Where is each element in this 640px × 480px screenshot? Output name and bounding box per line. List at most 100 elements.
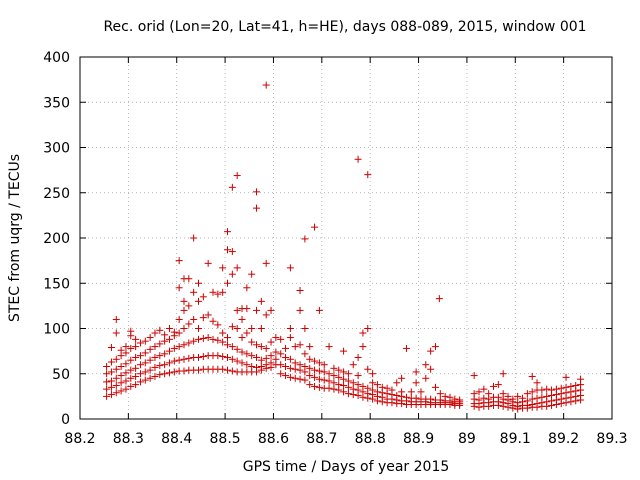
data-point bbox=[248, 363, 256, 371]
data-point bbox=[325, 343, 333, 351]
data-point bbox=[156, 326, 164, 334]
data-point bbox=[330, 372, 338, 380]
data-point bbox=[117, 363, 125, 371]
data-point bbox=[572, 382, 580, 390]
data-point bbox=[378, 383, 386, 391]
data-point bbox=[301, 350, 309, 358]
data-point bbox=[161, 361, 169, 369]
data-point bbox=[103, 385, 111, 393]
y-tick-label: 250 bbox=[43, 186, 70, 202]
data-point bbox=[528, 372, 536, 380]
data-point bbox=[286, 325, 294, 332]
chart-title: Rec. orid (Lon=20, Lat=41, h=HE), days 0… bbox=[103, 19, 586, 35]
data-point bbox=[141, 337, 149, 345]
data-point bbox=[112, 365, 120, 373]
data-point bbox=[103, 370, 111, 378]
data-point bbox=[180, 355, 188, 363]
data-point bbox=[219, 288, 227, 296]
data-point bbox=[219, 365, 227, 373]
data-point bbox=[161, 331, 169, 339]
data-point bbox=[214, 352, 222, 360]
data-point bbox=[228, 343, 236, 351]
data-point bbox=[180, 325, 188, 332]
data-point bbox=[156, 362, 164, 370]
data-point bbox=[107, 358, 115, 366]
data-point bbox=[325, 370, 333, 378]
data-point bbox=[320, 376, 328, 384]
data-point bbox=[122, 360, 130, 368]
data-point bbox=[427, 347, 435, 355]
data-point bbox=[141, 359, 149, 367]
data-point bbox=[320, 361, 328, 369]
data-point bbox=[431, 383, 439, 391]
y-tick-label: 300 bbox=[43, 141, 70, 157]
data-point bbox=[456, 396, 464, 404]
data-point bbox=[194, 353, 202, 361]
data-point bbox=[291, 343, 299, 351]
data-point bbox=[146, 374, 154, 382]
data-point bbox=[373, 381, 381, 389]
data-point bbox=[141, 368, 149, 376]
data-point bbox=[257, 325, 265, 332]
data-point bbox=[262, 81, 270, 89]
data-point bbox=[296, 286, 304, 294]
data-point bbox=[224, 366, 232, 374]
data-point bbox=[344, 383, 352, 391]
data-point bbox=[214, 290, 222, 298]
data-point bbox=[136, 378, 144, 386]
data-point bbox=[156, 352, 164, 360]
data-point bbox=[190, 337, 198, 345]
x-tick-label: 88.9 bbox=[403, 431, 434, 447]
data-point bbox=[233, 306, 241, 314]
grid-lines bbox=[80, 57, 612, 419]
data-point bbox=[122, 377, 130, 385]
x-tick-labels: 88.2 88.3 88.4 88.5 88.6 88.7 88.8 88.9 89 89.1 89… bbox=[64, 431, 627, 447]
x-tick-label: 88.6 bbox=[258, 431, 289, 447]
data-point bbox=[499, 390, 507, 398]
data-point bbox=[441, 392, 449, 400]
data-point bbox=[117, 346, 125, 354]
data-point bbox=[194, 297, 202, 305]
data-point bbox=[311, 382, 319, 390]
data-point bbox=[562, 373, 570, 381]
data-point bbox=[233, 325, 241, 332]
plot-frame bbox=[79, 56, 613, 420]
data-point bbox=[277, 361, 285, 369]
data-point bbox=[175, 284, 183, 292]
data-point bbox=[127, 327, 135, 335]
data-point bbox=[349, 361, 357, 369]
data-point bbox=[364, 171, 372, 179]
data-point bbox=[156, 371, 164, 379]
data-point bbox=[435, 295, 443, 303]
data-point bbox=[340, 368, 348, 376]
data-point bbox=[402, 344, 410, 352]
data-point bbox=[533, 379, 541, 387]
data-point bbox=[354, 353, 362, 361]
data-point bbox=[272, 348, 280, 356]
data-point bbox=[224, 353, 232, 361]
data-point bbox=[107, 383, 115, 391]
data-point bbox=[291, 374, 299, 382]
data-point bbox=[204, 311, 212, 319]
data-point bbox=[306, 372, 314, 380]
data-point bbox=[243, 305, 251, 313]
data-point bbox=[262, 311, 270, 319]
data-point bbox=[122, 369, 130, 377]
data-point bbox=[107, 368, 115, 376]
data-point bbox=[567, 382, 575, 390]
data-point bbox=[344, 390, 352, 398]
data-point bbox=[262, 344, 270, 352]
data-point bbox=[364, 325, 372, 332]
data-point bbox=[286, 355, 294, 363]
data-point bbox=[243, 361, 251, 369]
data-point bbox=[253, 188, 261, 196]
data-point bbox=[180, 306, 188, 314]
data-point bbox=[243, 329, 251, 337]
data-point bbox=[141, 349, 149, 357]
data-point bbox=[194, 366, 202, 374]
data-point bbox=[272, 334, 280, 342]
data-point bbox=[224, 246, 232, 254]
data-point bbox=[228, 367, 236, 375]
data-point bbox=[291, 359, 299, 367]
data-point bbox=[359, 329, 367, 337]
